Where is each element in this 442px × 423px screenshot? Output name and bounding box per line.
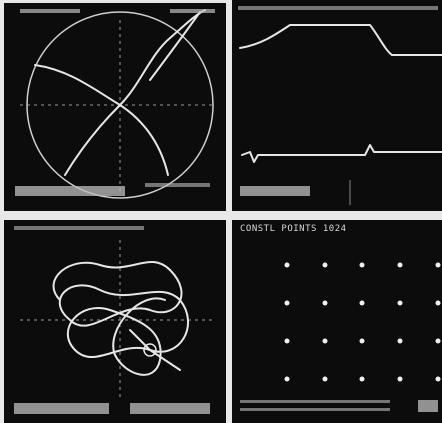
screen-polar <box>4 220 226 423</box>
screen-waveform <box>232 0 442 211</box>
screen-constellation <box>232 220 442 423</box>
panel-title: CONSTL POINTS 1024 <box>240 224 347 234</box>
waveform-display <box>238 6 442 205</box>
vector-display <box>15 9 215 199</box>
screen-vector <box>4 3 226 211</box>
polar-display <box>14 226 215 414</box>
constellation-display: CONSTL POINTS 1024 <box>240 224 441 412</box>
